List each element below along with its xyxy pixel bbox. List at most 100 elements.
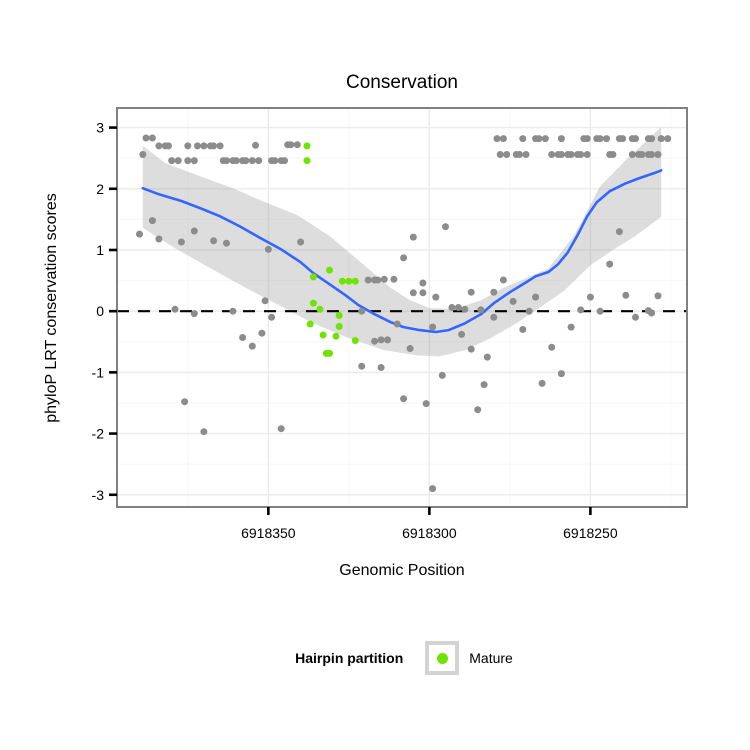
data-point	[419, 279, 427, 287]
data-point	[577, 151, 585, 158]
mature-point	[332, 332, 340, 340]
data-point	[223, 239, 230, 247]
data-point	[429, 323, 437, 331]
data-point	[483, 353, 491, 361]
data-point	[519, 135, 527, 143]
data-point	[557, 370, 565, 378]
data-point	[194, 142, 201, 150]
data-point	[509, 297, 517, 305]
data-point	[474, 406, 482, 414]
data-point	[615, 228, 623, 236]
data-point	[171, 305, 179, 313]
legend-title: Hairpin partition	[295, 650, 404, 666]
x-tick-label: 6918250	[563, 525, 618, 541]
data-point	[541, 135, 549, 143]
data-point	[632, 135, 639, 143]
y-tick-label: 1	[96, 242, 104, 258]
data-point	[609, 151, 617, 158]
data-point	[448, 304, 456, 311]
data-point	[567, 151, 575, 158]
plot-panel	[117, 108, 687, 507]
y-tick-label: 3	[96, 120, 104, 136]
data-point	[583, 135, 591, 143]
mature-point	[309, 273, 317, 281]
data-point	[148, 134, 156, 142]
data-point	[400, 395, 408, 403]
mature-point	[326, 349, 333, 357]
data-point	[190, 310, 198, 318]
data-point	[522, 151, 530, 158]
data-point	[400, 254, 408, 262]
data-point	[567, 323, 575, 331]
data-point	[181, 398, 189, 406]
data-point	[261, 297, 269, 305]
data-point	[490, 313, 498, 321]
data-point	[619, 135, 627, 143]
data-point	[596, 135, 604, 143]
data-point	[583, 151, 591, 158]
mature-point	[338, 277, 346, 285]
x-tick-label: 6918300	[402, 525, 457, 541]
data-point	[490, 288, 498, 296]
data-point	[422, 400, 430, 408]
data-point	[577, 306, 585, 314]
data-point	[535, 135, 543, 143]
mature-point	[303, 157, 311, 165]
data-point	[586, 293, 594, 301]
data-point	[155, 235, 163, 243]
data-point	[548, 151, 556, 158]
mature-point	[326, 266, 333, 274]
data-point	[190, 227, 198, 235]
data-point	[268, 313, 276, 321]
data-point	[281, 157, 288, 165]
confidence-band	[142, 127, 662, 357]
mature-point-icon	[436, 652, 448, 664]
data-point	[165, 142, 172, 150]
mature-point	[335, 323, 343, 330]
data-point	[648, 309, 656, 317]
data-point	[477, 306, 485, 314]
data-point	[264, 245, 272, 253]
x-tick-label: 6918350	[241, 525, 296, 541]
data-point	[596, 307, 604, 315]
data-point	[216, 142, 224, 150]
data-point	[654, 151, 662, 158]
data-point	[371, 337, 379, 345]
data-point	[358, 362, 366, 370]
mature-point	[351, 337, 359, 344]
data-point	[467, 345, 475, 353]
data-point	[516, 151, 523, 158]
data-point	[155, 142, 163, 150]
data-point	[210, 142, 218, 150]
y-tick-label: -3	[92, 487, 105, 503]
mature-point	[319, 331, 327, 339]
data-point	[223, 157, 230, 165]
data-point	[632, 313, 639, 321]
data-point	[184, 157, 192, 165]
mature-point	[303, 142, 311, 150]
data-point	[493, 135, 501, 143]
data-point	[252, 141, 259, 149]
data-point	[177, 238, 185, 246]
data-point	[467, 288, 475, 296]
data-point	[364, 276, 372, 284]
data-point	[454, 304, 462, 311]
data-point	[377, 364, 385, 371]
data-point	[271, 157, 279, 165]
data-point	[429, 485, 437, 493]
data-point	[248, 157, 256, 165]
data-point	[438, 371, 446, 379]
mature-point	[345, 277, 353, 285]
chart-title: Conservation	[346, 72, 458, 93]
data-point	[380, 275, 388, 283]
data-point	[384, 336, 391, 344]
data-point	[419, 289, 427, 297]
data-point	[525, 307, 533, 315]
y-tick-label: 2	[96, 181, 104, 197]
data-point	[393, 320, 401, 328]
data-point	[293, 141, 301, 149]
x-axis-title: Genomic Position	[339, 562, 465, 579]
data-point	[496, 151, 504, 158]
data-point	[409, 233, 417, 241]
data-point	[654, 292, 662, 300]
